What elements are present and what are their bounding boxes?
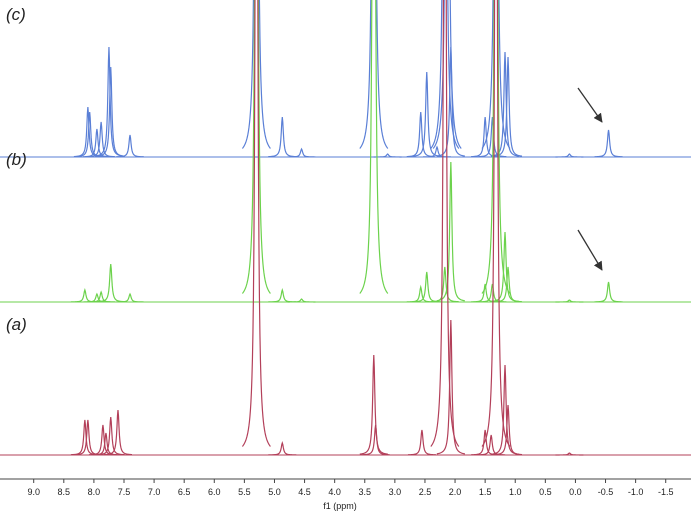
x-tick-label: 3.5 [359, 487, 372, 497]
peak [594, 281, 623, 303]
x-tick-label: -1.5 [658, 487, 674, 497]
peak [436, 319, 465, 455]
series-label: (a) [6, 315, 27, 334]
x-tick-label: 0.0 [569, 487, 582, 497]
x-axis-label: f1 (ppm) [323, 501, 357, 511]
x-tick-label: 7.0 [148, 487, 161, 497]
arrow [577, 229, 603, 271]
peak [268, 288, 297, 303]
x-tick-label: -0.5 [598, 487, 614, 497]
x-tick-label: 3.0 [389, 487, 402, 497]
peak [594, 129, 623, 158]
x-tick-label: 6.0 [208, 487, 221, 497]
peak [96, 263, 125, 303]
x-tick-label: 9.0 [27, 487, 40, 497]
x-tick-label: 5.0 [268, 487, 281, 497]
peak [493, 404, 523, 456]
peak [436, 161, 465, 302]
x-tick-label: 4.0 [328, 487, 341, 497]
arrow [577, 87, 603, 123]
x-tick-label: -1.0 [628, 487, 644, 497]
peak [490, 231, 520, 302]
series-label: (c) [6, 5, 26, 24]
x-tick-label: 1.5 [479, 487, 492, 497]
peak [555, 153, 584, 158]
peak [406, 284, 435, 303]
peak [361, 424, 390, 456]
peak [412, 271, 441, 303]
x-tick-label: 5.5 [238, 487, 251, 497]
peak [477, 434, 506, 456]
peak [115, 134, 145, 158]
peak [91, 432, 120, 456]
peak [87, 121, 116, 158]
x-tick-label: 8.5 [58, 487, 71, 497]
peak [116, 292, 145, 303]
peak [407, 429, 436, 456]
peak [87, 290, 116, 303]
peak [241, 0, 271, 149]
peak [490, 364, 520, 455]
x-tick-label: 4.5 [298, 487, 311, 497]
peak [471, 429, 500, 456]
x-tick-label: 2.5 [419, 487, 432, 497]
x-tick-label: 8.0 [88, 487, 101, 497]
peak [96, 416, 125, 456]
peak [430, 0, 460, 447]
peak [94, 46, 124, 157]
peak [436, 46, 465, 157]
peak [373, 153, 402, 158]
x-tick-label: 6.5 [178, 487, 191, 497]
peak [412, 71, 441, 157]
peak [555, 299, 584, 303]
peak [287, 147, 316, 158]
x-tick-label: 7.5 [118, 487, 131, 497]
series-label: (b) [6, 150, 27, 169]
peak [103, 409, 133, 456]
peak [432, 0, 462, 149]
peak [268, 116, 297, 158]
peak [268, 441, 297, 456]
peak [96, 66, 125, 157]
peak [241, 0, 271, 294]
x-tick-label: 0.5 [539, 487, 552, 497]
peak [241, 0, 271, 447]
peak [430, 266, 459, 303]
peak [359, 0, 389, 149]
peak [555, 452, 584, 456]
peak [481, 0, 511, 294]
peak [359, 0, 389, 294]
peak [481, 0, 511, 447]
peak [478, 116, 507, 158]
x-tick-label: 1.0 [509, 487, 522, 497]
peak [287, 298, 316, 303]
peak [490, 51, 520, 157]
peak [359, 354, 388, 455]
peak [478, 283, 507, 303]
x-tick-label: 2.0 [449, 487, 462, 497]
